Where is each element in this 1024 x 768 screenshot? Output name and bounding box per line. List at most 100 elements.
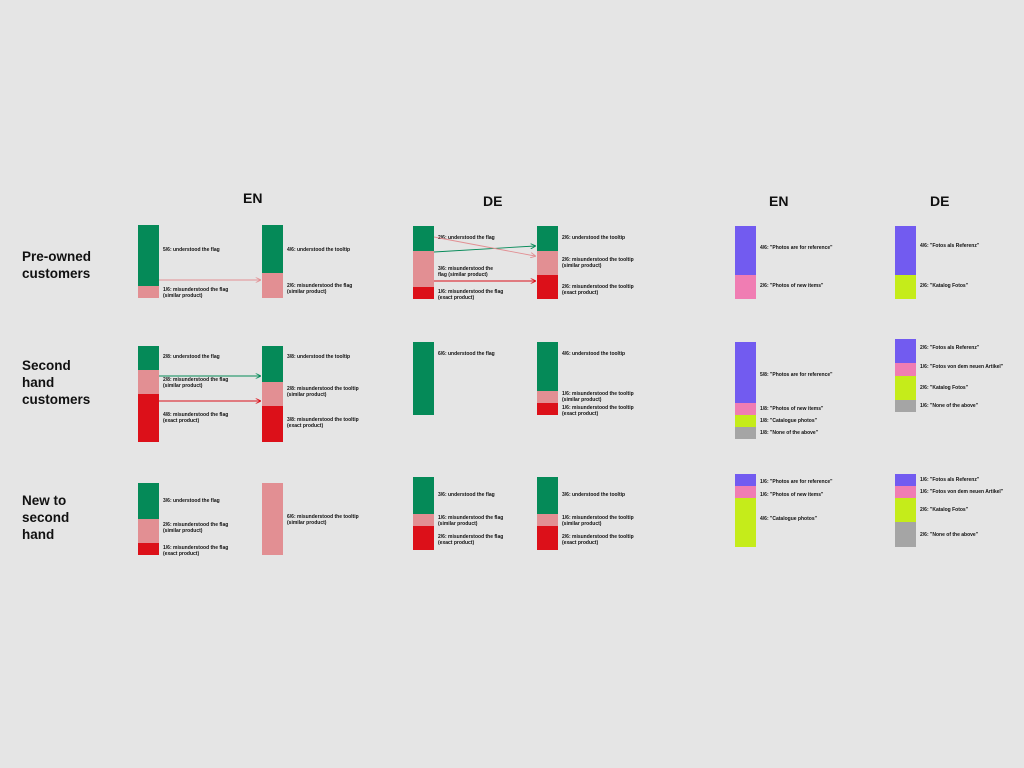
segment-label: 3/8: understood the tooltip	[287, 354, 351, 360]
bar-segment	[413, 251, 434, 287]
bar-segment	[895, 498, 916, 522]
segment-label: 2/6: misunderstood the tooltip (similar …	[562, 257, 634, 269]
row-label-2: Second hand customers	[22, 358, 91, 407]
segment-label: 2/6: "Katalog Fotos"	[920, 385, 969, 391]
segment-label: 5/6: understood the flag	[163, 247, 220, 253]
bar-segment	[537, 251, 558, 275]
segment-label: 2/6: "Katalog Fotos"	[920, 507, 969, 513]
segment-label: 2/8: misunderstood the tooltip (similar …	[287, 386, 359, 398]
column-header-2: DE	[483, 193, 503, 209]
segment-label: 6/6: understood the flag	[438, 351, 495, 357]
bar-segment	[138, 519, 159, 543]
bar-segment	[735, 342, 756, 403]
segment-label: 1/6: "Photos of new items"	[760, 492, 824, 498]
bar-segment	[262, 346, 283, 382]
arrow-similar	[433, 236, 535, 256]
bar-segment	[413, 477, 434, 514]
segment-label: 2/6: "None of the above"	[920, 532, 979, 538]
bar-segment	[262, 483, 283, 555]
bar-segment	[895, 339, 916, 363]
arrow-understood	[433, 246, 535, 253]
segment-label: 1/8: "None of the above"	[760, 430, 819, 436]
bar-segment	[895, 275, 916, 299]
column-header-4: DE	[930, 193, 950, 209]
segment-label: 4/6: "Fotos als Referenz"	[920, 243, 980, 249]
segment-label: 3/6: understood the flag	[438, 492, 495, 498]
segment-label: 2/6: misunderstood the flag (similar pro…	[287, 283, 353, 295]
segment-label: 1/6: misunderstood the tooltip (similar …	[562, 515, 634, 527]
bar-segment	[895, 226, 916, 275]
bar-segment	[895, 486, 916, 498]
segment-label: 3/6: misunderstood the flag (similar pro…	[438, 266, 494, 278]
bar-segment	[735, 427, 756, 439]
column-header-1: EN	[243, 190, 263, 206]
bar-segment	[537, 526, 558, 550]
segment-label: 4/6: "Catalogue photos"	[760, 516, 817, 522]
bar-segment	[413, 287, 434, 299]
bar-segment	[895, 400, 916, 412]
bar-segment	[413, 526, 434, 550]
segment-label: 2/6: understood the flag	[438, 235, 495, 241]
bar-segment	[138, 346, 159, 370]
bar-segment	[735, 226, 756, 275]
bar-segment	[138, 286, 159, 298]
bar-segment	[735, 415, 756, 427]
segment-label: 6/6: misunderstood the tooltip (similar …	[287, 514, 359, 526]
bar-segment	[413, 226, 434, 251]
bar-segment	[138, 543, 159, 555]
segment-label: 1/6: misunderstood the tooltip (similar …	[562, 391, 634, 403]
segment-label: 2/6: "Photos of new items"	[760, 283, 824, 289]
bar-segment	[262, 382, 283, 406]
segment-label: 5/8: "Photos are for reference"	[760, 372, 833, 378]
bar-segment	[537, 514, 558, 526]
segment-label: 1/6: misunderstood the flag (exact produ…	[438, 289, 504, 301]
bar-segment	[138, 394, 159, 442]
segment-label: 1/6: "Fotos von dem neuen Artikel"	[920, 489, 1004, 495]
bar-segment	[735, 474, 756, 486]
segment-label: 3/6: understood the tooltip	[562, 492, 626, 498]
segment-label: 2/6: misunderstood the tooltip (exact pr…	[562, 284, 634, 296]
bar-segment	[735, 403, 756, 415]
segment-label: 3/8: misunderstood the tooltip (exact pr…	[287, 417, 359, 429]
bar-segment	[537, 275, 558, 299]
bar-segment	[262, 406, 283, 442]
bar-segment	[138, 225, 159, 286]
bar-segment	[537, 391, 558, 403]
segment-label: 2/8: misunderstood the flag (similar pro…	[163, 377, 229, 389]
bar-segment	[895, 522, 916, 547]
segment-label: 1/6: "Fotos als Referenz"	[920, 477, 980, 483]
bar-segment	[735, 498, 756, 547]
bar-segment	[138, 483, 159, 519]
bar-segment	[537, 226, 558, 251]
column-header-3: EN	[769, 193, 789, 209]
bar-segment	[895, 363, 916, 376]
segment-label: 4/6: understood the tooltip	[287, 247, 351, 253]
segment-label: 2/6: misunderstood the flag (exact produ…	[438, 534, 504, 546]
segment-label: 1/6: misunderstood the flag (similar pro…	[438, 515, 504, 527]
bar-segment	[895, 474, 916, 486]
segment-label: 4/8: misunderstood the flag (exact produ…	[163, 412, 229, 424]
segment-label: 2/6: "Fotos als Referenz"	[920, 345, 980, 351]
segment-label: 2/6: "Katalog Fotos"	[920, 283, 969, 289]
bar-segment	[138, 370, 159, 394]
segment-label: 2/6: misunderstood the flag (similar pro…	[163, 522, 229, 534]
bar-segment	[537, 403, 558, 415]
bar-segment	[262, 225, 283, 273]
segment-label: 1/8: "Catalogue photos"	[760, 418, 817, 424]
bar-segment	[735, 275, 756, 299]
bar-segment	[537, 477, 558, 514]
segment-label: 1/6: misunderstood the flag (similar pro…	[163, 287, 229, 299]
segment-label: 2/6: understood the tooltip	[562, 235, 626, 241]
segment-label: 1/6: misunderstood the flag (exact produ…	[163, 545, 229, 557]
segment-label: 1/6: misunderstood the tooltip (exact pr…	[562, 405, 634, 417]
bar-segment	[413, 342, 434, 415]
bar-segment	[895, 376, 916, 400]
segment-label: 2/6: misunderstood the tooltip (exact pr…	[562, 534, 634, 546]
bar-segment	[413, 514, 434, 526]
bar-segment	[262, 273, 283, 298]
segment-label: 1/6: "None of the above"	[920, 403, 979, 409]
segment-label: 1/8: "Photos of new items"	[760, 406, 824, 412]
segment-label: 4/6: "Photos are for reference"	[760, 245, 833, 251]
segment-label: 2/8: understood the flag	[163, 354, 220, 360]
